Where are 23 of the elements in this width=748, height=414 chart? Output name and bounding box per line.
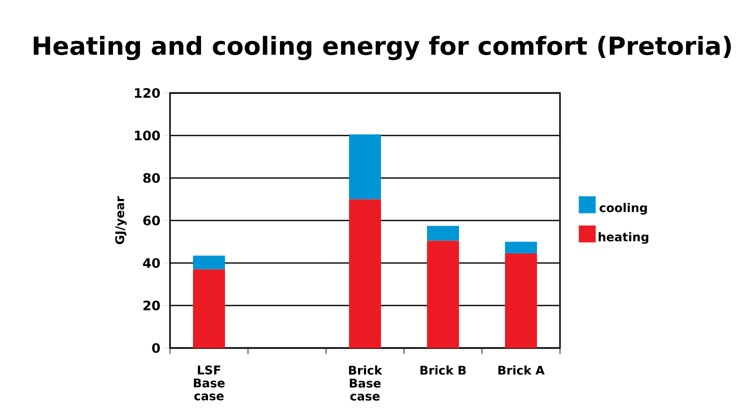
y-tick-label: 40 <box>143 258 160 268</box>
y-tick-label: 80 <box>143 173 160 183</box>
chart-title: Heating and cooling energy for comfort (Pretoria) <box>34 36 731 60</box>
y-tick-label: 0 <box>152 343 160 353</box>
y-tick-label: 60 <box>143 216 160 226</box>
y-axis-title: GJ/year <box>115 196 127 244</box>
x-tick-label: Brick B <box>420 365 466 375</box>
y-tick-label: 100 <box>134 130 160 140</box>
bar <box>427 240 459 348</box>
bar <box>427 226 459 241</box>
y-tick-label: 20 <box>144 300 160 310</box>
bar <box>349 199 381 348</box>
bar <box>193 269 225 348</box>
legend-label: cooling <box>600 202 647 215</box>
y-tick-label: 120 <box>134 88 160 98</box>
bar <box>505 242 537 254</box>
x-tick-label: Brick Base case <box>349 365 382 401</box>
legend-label: heating <box>598 232 648 244</box>
bar <box>349 134 381 200</box>
bar <box>505 253 537 348</box>
x-tick-label: Brick A <box>498 365 545 375</box>
bar <box>193 256 225 270</box>
x-tick-label: LSF Base case <box>194 365 225 400</box>
